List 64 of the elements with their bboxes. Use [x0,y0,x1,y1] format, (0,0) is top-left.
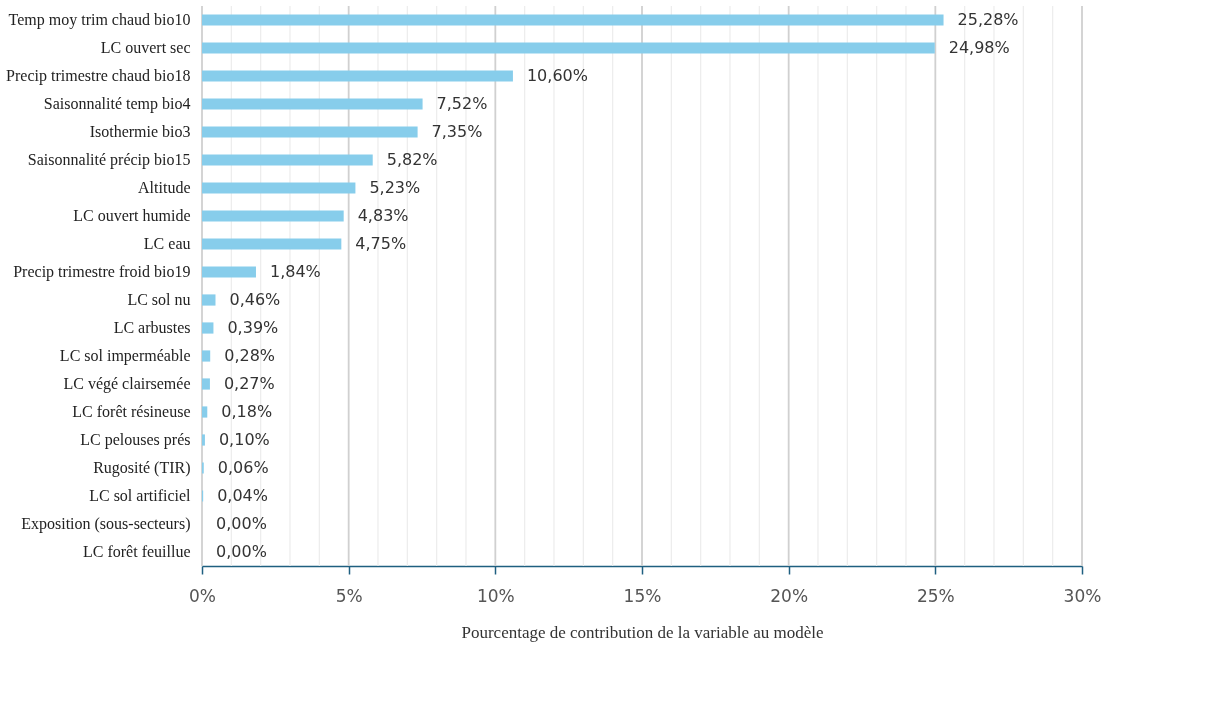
bar [202,42,935,54]
y-tick-label: Precip trimestre chaud bio18 [6,67,191,85]
x-tick-label: 5% [335,585,363,606]
data-label: 0,28% [224,346,276,365]
data-label: 0,00% [216,542,267,561]
y-tick-label: LC forêt résineuse [72,403,191,420]
y-tick-label: LC végé clairsemée [63,375,191,393]
y-tick-label: Isothermie bio3 [89,123,191,140]
bar [202,126,418,138]
data-label: 1,84% [269,262,321,281]
data-label: 0,00% [216,514,267,533]
bar [202,406,208,418]
bar [202,266,256,278]
bar [202,378,210,390]
y-tick-label: Saisonnalité précip bio15 [27,151,191,169]
y-tick-label: LC sol artificiel [89,487,192,504]
data-label: 5,23% [369,178,421,197]
data-label: 10,60% [526,66,588,85]
x-tick-label: 25% [916,585,955,606]
y-tick-label: Temp moy trim chaud bio10 [8,11,191,29]
data-label: 25,28% [957,10,1019,29]
x-tick-label: 10% [476,585,515,606]
y-tick-label: LC pelouses prés [80,431,191,449]
bar [202,154,373,166]
y-tick-label: LC arbustes [113,319,191,336]
y-tick-label: LC ouvert humide [73,207,191,224]
x-axis-title: Pourcentage de contribution de la variable au modèle [461,622,824,642]
bar [202,434,205,446]
data-label: 7,52% [436,94,488,113]
bar [202,210,344,222]
y-tick-label: Precip trimestre froid bio19 [13,263,191,281]
y-tick-label: Exposition (sous-secteurs) [21,515,191,533]
data-label: 0,27% [223,374,275,393]
data-label: 0,04% [217,486,268,505]
data-label: 5,82% [386,150,438,169]
data-label: 0,39% [227,318,279,337]
bar [202,182,356,194]
bar [202,322,214,334]
y-tick-label: Rugosité (TIR) [93,459,191,477]
data-label: 0,46% [229,290,281,309]
x-tick-label: 0% [189,585,216,606]
bar [202,98,423,110]
y-tick-label: LC forêt feuillue [82,543,191,560]
y-tick-label: LC eau [143,235,191,252]
bar [202,14,944,26]
bar [202,294,216,306]
y-tick-label: LC ouvert sec [100,39,191,56]
data-label: 0,10% [218,430,270,449]
x-tick-label: 15% [623,585,662,606]
y-tick-label: LC sol imperméable [59,347,191,365]
x-tick-label: 20% [770,585,809,606]
bar [202,70,513,82]
bar [202,350,211,362]
data-label: 4,75% [355,234,407,253]
data-label: 7,35% [431,122,483,141]
y-tick-label: Altitude [138,179,191,196]
y-tick-label: Saisonnalité temp bio4 [43,95,191,113]
x-tick-label: 30% [1063,585,1102,606]
y-tick-label: LC sol nu [127,291,191,308]
data-label: 4,83% [357,206,409,225]
bar [202,238,342,250]
data-label: 0,18% [221,402,273,421]
data-label: 0,06% [217,458,269,477]
data-label: 24,98% [948,38,1010,57]
